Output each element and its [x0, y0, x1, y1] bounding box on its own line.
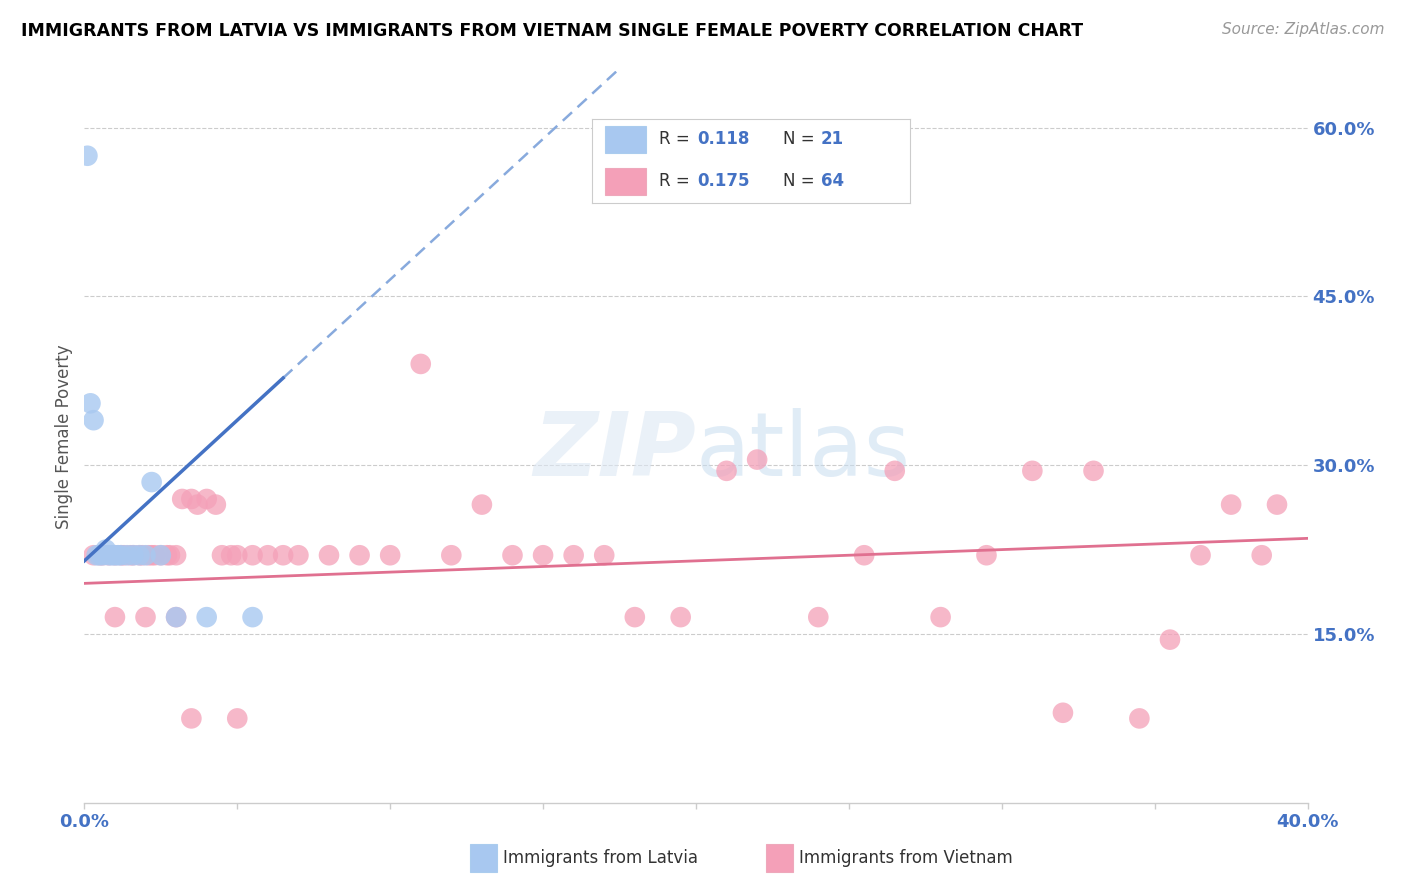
Point	[883, 464, 905, 478]
Point	[471, 498, 494, 512]
Point	[409, 357, 432, 371]
Point	[91, 548, 114, 562]
Point	[172, 491, 194, 506]
Point	[271, 548, 294, 562]
Point	[1220, 498, 1243, 512]
Point	[929, 610, 952, 624]
Point	[502, 548, 524, 562]
Point	[287, 548, 309, 562]
Point	[138, 548, 160, 562]
Point	[242, 610, 264, 624]
Point	[97, 548, 120, 562]
Point	[89, 548, 111, 562]
Point	[165, 548, 187, 562]
Point	[380, 548, 402, 562]
Point	[112, 548, 135, 562]
Point	[115, 548, 138, 562]
Point	[1021, 464, 1043, 478]
Point	[226, 548, 249, 562]
Point	[1052, 706, 1074, 720]
Point	[1265, 498, 1288, 512]
Point	[531, 548, 554, 562]
Point	[143, 548, 166, 562]
Point	[149, 548, 172, 562]
Text: IMMIGRANTS FROM LATVIA VS IMMIGRANTS FROM VIETNAM SINGLE FEMALE POVERTY CORRELAT: IMMIGRANTS FROM LATVIA VS IMMIGRANTS FRO…	[21, 22, 1083, 40]
Point	[1189, 548, 1212, 562]
Point	[91, 548, 114, 562]
Point	[83, 413, 105, 427]
Text: atlas: atlas	[696, 409, 911, 495]
Point	[242, 548, 264, 562]
Point	[76, 149, 98, 163]
FancyBboxPatch shape	[470, 844, 496, 871]
Point	[1083, 464, 1105, 478]
Point	[853, 548, 876, 562]
Point	[186, 498, 208, 512]
Text: Immigrants from Vietnam: Immigrants from Vietnam	[799, 848, 1012, 867]
Point	[89, 548, 111, 562]
Point	[226, 711, 249, 725]
Point	[128, 548, 150, 562]
Point	[128, 548, 150, 562]
Point	[165, 610, 187, 624]
Point	[624, 610, 647, 624]
Point	[79, 396, 101, 410]
Text: Immigrants from Latvia: Immigrants from Latvia	[503, 848, 697, 867]
Point	[104, 610, 127, 624]
Point	[110, 548, 132, 562]
Point	[97, 548, 120, 562]
Point	[747, 452, 769, 467]
Point	[1250, 548, 1272, 562]
Point	[669, 610, 692, 624]
Point	[122, 548, 145, 562]
Point	[257, 548, 280, 562]
Point	[141, 548, 163, 562]
Point	[195, 610, 218, 624]
FancyBboxPatch shape	[766, 844, 793, 871]
Point	[120, 548, 142, 562]
Point	[135, 610, 157, 624]
Point	[83, 548, 105, 562]
Text: Source: ZipAtlas.com: Source: ZipAtlas.com	[1222, 22, 1385, 37]
Point	[716, 464, 738, 478]
Point	[211, 548, 233, 562]
Point	[159, 548, 181, 562]
Point	[807, 610, 830, 624]
Point	[141, 475, 163, 489]
Point	[104, 548, 127, 562]
Point	[440, 548, 463, 562]
Point	[110, 548, 132, 562]
Point	[122, 548, 145, 562]
Point	[593, 548, 616, 562]
Point	[318, 548, 340, 562]
Point	[219, 548, 242, 562]
Point	[156, 548, 179, 562]
Point	[94, 542, 117, 557]
Point	[180, 711, 202, 725]
Point	[180, 491, 202, 506]
Point	[562, 548, 585, 562]
Point	[195, 491, 218, 506]
Point	[107, 548, 129, 562]
Point	[101, 548, 124, 562]
Y-axis label: Single Female Poverty: Single Female Poverty	[55, 345, 73, 529]
Point	[104, 548, 127, 562]
Point	[131, 548, 153, 562]
Point	[1159, 632, 1181, 647]
Point	[86, 548, 108, 562]
Point	[349, 548, 371, 562]
Point	[976, 548, 998, 562]
Text: ZIP: ZIP	[533, 409, 696, 495]
Point	[1128, 711, 1150, 725]
Point	[149, 548, 172, 562]
Point	[205, 498, 228, 512]
Point	[165, 610, 187, 624]
Point	[135, 548, 157, 562]
